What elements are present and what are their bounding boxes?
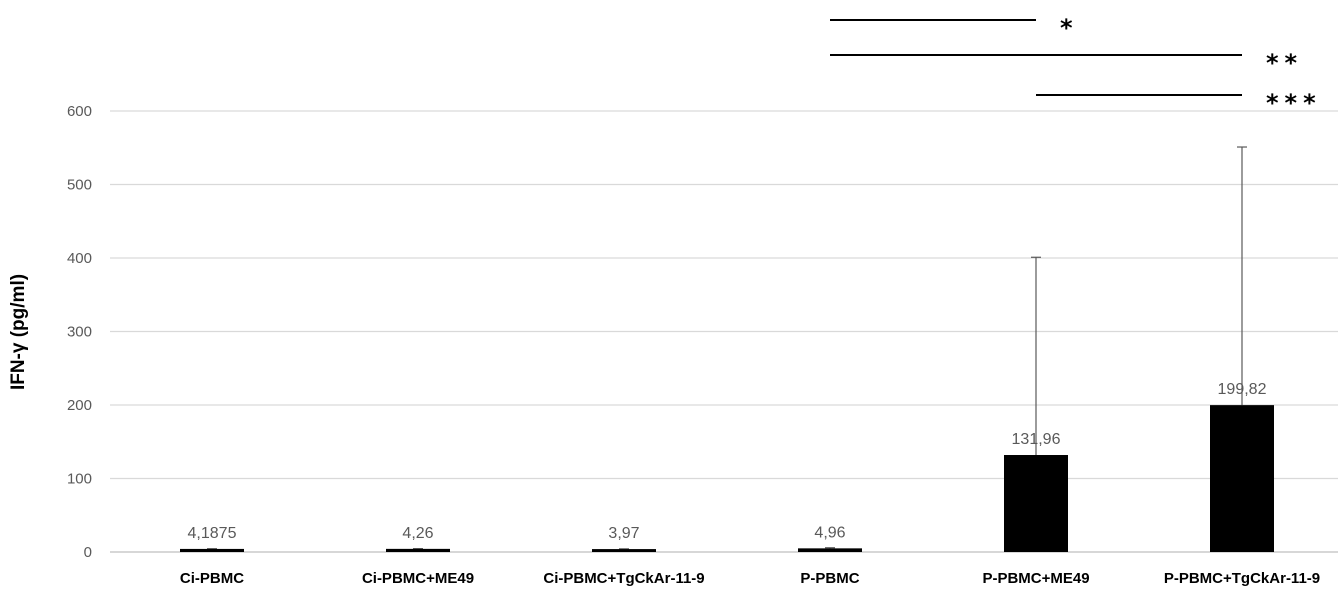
x-category-3: P-PBMC: [800, 570, 859, 587]
x-category-4: P-PBMC+ME49: [982, 570, 1089, 587]
error-bars: [207, 146, 1247, 550]
bar-3: [798, 548, 862, 552]
y-axis-label: IFN-γ (pg/ml): [8, 274, 29, 390]
data-label-0: 4,1875: [188, 525, 237, 542]
significance-label-0: *: [1060, 14, 1079, 42]
significance-label-1: **: [1266, 49, 1303, 77]
gridlines: [110, 110, 1338, 553]
y-tick-label-500: 500: [67, 177, 92, 194]
bar-5: [1210, 405, 1274, 552]
significance-label-2: ***: [1266, 89, 1322, 117]
y-tick-label-300: 300: [67, 324, 92, 341]
x-category-1: Ci-PBMC+ME49: [362, 570, 474, 587]
data-label-4: 131,96: [1012, 431, 1061, 448]
bars: [180, 405, 1274, 552]
significance-annotations: ******: [830, 14, 1322, 117]
y-tick-label-200: 200: [67, 397, 92, 414]
bar-2: [592, 549, 656, 552]
x-category-0: Ci-PBMC: [180, 570, 244, 587]
data-label-1: 4,26: [402, 525, 433, 542]
bar-0: [180, 548, 244, 552]
bar-4: [1004, 455, 1068, 552]
y-axis-ticks: 0 100 200 300 400 500 600: [67, 103, 92, 561]
x-category-2: Ci-PBMC+TgCkAr-11-9: [543, 570, 704, 587]
x-category-5: P-PBMC+TgCkAr-11-9: [1164, 570, 1320, 587]
y-tick-label-100: 100: [67, 471, 92, 488]
bar-1: [386, 548, 450, 552]
data-label-3: 4,96: [814, 524, 845, 541]
data-label-2: 3,97: [608, 525, 639, 542]
y-tick-label-400: 400: [67, 250, 92, 267]
y-tick-label-600: 600: [67, 103, 92, 120]
data-labels: 4,1875 4,26 3,97 4,96 131,96 199,82: [188, 381, 1267, 542]
x-axis-categories: Ci-PBMC Ci-PBMC+ME49 Ci-PBMC+TgCkAr-11-9 P-…: [180, 570, 1320, 587]
data-label-5: 199,82: [1218, 381, 1267, 398]
y-tick-label-0: 0: [84, 544, 92, 561]
